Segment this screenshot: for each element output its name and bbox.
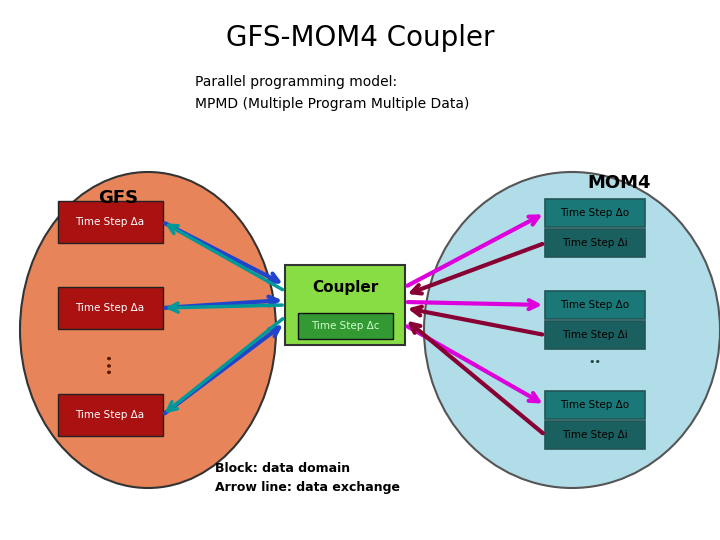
Text: GFS-MOM4 Coupler: GFS-MOM4 Coupler (226, 24, 494, 52)
Bar (58, 201, 163, 243)
Text: Arrow line: data exchange: Arrow line: data exchange (215, 482, 400, 495)
Text: Time Step Δo: Time Step Δo (560, 208, 629, 218)
Bar (58, 394, 163, 436)
Text: Time Step Δa: Time Step Δa (76, 217, 145, 227)
Text: Time Step Δa: Time Step Δa (76, 303, 145, 313)
Text: Parallel programming model:: Parallel programming model: (195, 75, 397, 89)
Bar (545, 391, 645, 419)
Ellipse shape (424, 172, 720, 488)
Text: Time Step Δi: Time Step Δi (562, 430, 628, 440)
Bar (545, 291, 645, 319)
Text: Time Step Δo: Time Step Δo (560, 300, 629, 310)
Text: MPMD (Multiple Program Multiple Data): MPMD (Multiple Program Multiple Data) (195, 97, 469, 111)
Text: Time Step Δa: Time Step Δa (76, 410, 145, 420)
Bar (285, 265, 405, 345)
Text: MOM4: MOM4 (587, 174, 650, 192)
Text: GFS: GFS (98, 189, 138, 207)
Text: Time Step Δi: Time Step Δi (562, 330, 628, 340)
Text: Coupler: Coupler (312, 280, 378, 295)
Bar (545, 199, 645, 227)
Bar (545, 421, 645, 449)
Text: Time Step Δo: Time Step Δo (560, 400, 629, 410)
Text: •••: ••• (104, 352, 117, 374)
Text: Time Step Δi: Time Step Δi (562, 238, 628, 248)
Text: Block: data domain: Block: data domain (215, 462, 350, 475)
Bar (58, 287, 163, 329)
Bar (297, 313, 392, 339)
Text: ••: •• (588, 357, 601, 367)
Ellipse shape (20, 172, 276, 488)
Bar (545, 321, 645, 349)
Bar (545, 229, 645, 257)
Text: Time Step Δc: Time Step Δc (311, 321, 379, 331)
